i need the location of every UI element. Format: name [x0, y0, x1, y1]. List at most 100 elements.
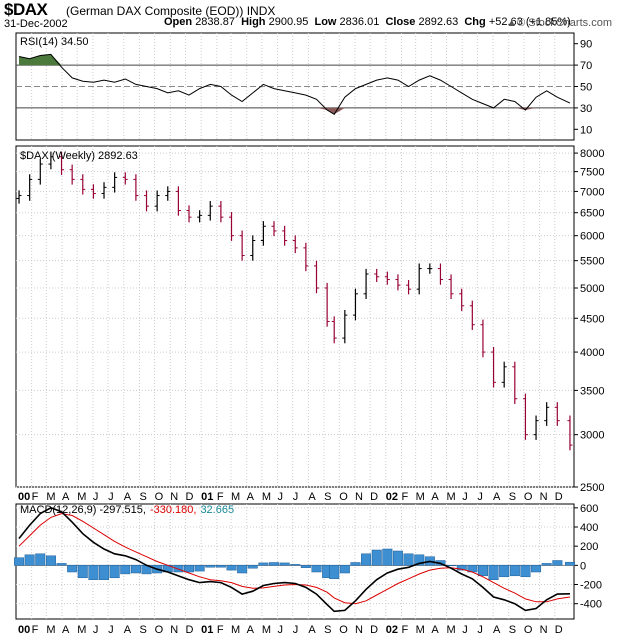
- macd-histogram-bar: [564, 561, 575, 566]
- price-bar: [207, 201, 213, 221]
- close-value: 2892.63: [418, 16, 459, 28]
- price-bar: [175, 186, 181, 216]
- price-bar: [260, 221, 266, 246]
- macd-histogram-bar: [403, 553, 414, 566]
- x-tick-label: A: [493, 491, 501, 503]
- price-bar: [406, 280, 412, 295]
- watermark-text: © StockCharts.com: [517, 17, 612, 29]
- price-tick-label: 7000: [580, 186, 604, 198]
- price-bar: [469, 300, 475, 330]
- macd-histogram-bar: [88, 565, 99, 580]
- price-bar: [133, 174, 139, 201]
- macd-histogram-bar: [477, 565, 488, 577]
- rsi-legend: RSI(14) 34.50: [20, 36, 88, 48]
- macd-histogram-bar: [67, 565, 78, 573]
- price-bar: [292, 235, 298, 254]
- macd-histogram-bar: [552, 560, 563, 566]
- x-tick-label: O: [155, 491, 164, 503]
- rsi-legend-part: RSI(14) 34.50: [20, 36, 88, 48]
- watermark-arrow-icon: ▲: [506, 17, 518, 29]
- x-tick-label: N: [355, 624, 363, 636]
- macd-histogram-bar: [130, 565, 141, 574]
- x-tick-label: M: [46, 624, 55, 636]
- x-tick-label: J: [293, 491, 299, 503]
- x-tick-label: A: [431, 491, 439, 503]
- x-tick-label: M: [262, 491, 271, 503]
- price-legend: $DAX (Weekly) 2892.63: [20, 150, 138, 162]
- x-tick-label: J: [462, 491, 468, 503]
- macd-histogram-bar: [45, 555, 56, 566]
- price-tick-label: 2500: [580, 482, 604, 494]
- macd-histogram-bar: [77, 565, 88, 579]
- price-bar: [480, 319, 486, 358]
- exchange-label: INDX: [246, 4, 276, 18]
- chg-value: +52.63 (+1.85%): [488, 16, 571, 28]
- rsi-tick-label: 90: [580, 39, 592, 51]
- macd-tick-label: 600: [580, 503, 598, 515]
- macd-legend-part: 32.665: [200, 504, 234, 516]
- x-tick-label: A: [493, 624, 501, 636]
- macd-panel: -400 -200 0 200 400 600 MACD(12,26,9) -297.515…: [14, 503, 602, 620]
- price-bar: [154, 190, 160, 212]
- open-value: 2838.87: [195, 16, 235, 28]
- macd-histogram-bar: [205, 565, 216, 568]
- macd-histogram-bar: [109, 565, 120, 579]
- price-bar: [271, 221, 277, 237]
- x-tick-label: J: [108, 624, 114, 636]
- price-tick-label: 6500: [580, 208, 604, 220]
- price-bar: [16, 190, 22, 204]
- x-tick-label: S: [139, 491, 146, 503]
- x-tick-label: J: [278, 491, 284, 503]
- x-tick-label: A: [308, 624, 316, 636]
- x-tick-label: F: [217, 624, 224, 636]
- x-tick-label: 01: [201, 624, 213, 636]
- high-label: High: [241, 16, 266, 28]
- price-bar: [512, 361, 518, 404]
- macd-histogram-bar: [361, 553, 372, 566]
- macd-histogram-bar: [531, 565, 542, 573]
- x-tick-label: A: [62, 491, 70, 503]
- macd-line: [18, 506, 571, 613]
- price-tick-label: 8000: [580, 148, 604, 160]
- x-tick-label: O: [524, 491, 533, 503]
- x-tick-label: M: [46, 491, 55, 503]
- open-label: Open: [164, 16, 193, 28]
- x-tick-label: N: [540, 491, 548, 503]
- macd-histogram-bar: [329, 565, 340, 579]
- macd-histogram-bar: [456, 565, 467, 571]
- x-tick-label: A: [247, 491, 255, 503]
- macd-histogram-bar: [35, 553, 46, 566]
- macd-histogram-bar: [269, 562, 280, 566]
- price-tick-label: 7500: [580, 167, 604, 179]
- price-bar: [250, 235, 256, 261]
- macd-legend-part: -330.180,: [150, 504, 196, 516]
- price-legend-part: $DAX (Weekly) 2892.63: [20, 150, 138, 162]
- macd-histogram-bar: [499, 565, 510, 578]
- x-tick-label: S: [509, 491, 516, 503]
- close-label: Close: [385, 16, 416, 28]
- price-bar: [459, 288, 465, 311]
- price-tick-label: 5000: [580, 283, 604, 295]
- price-bar: [533, 415, 539, 440]
- quote-date: 31-Dec-2002: [4, 18, 68, 30]
- macd-histogram-bar: [290, 564, 301, 566]
- x-tick-label: O: [339, 624, 348, 636]
- macd-tick-label: -400: [580, 599, 602, 611]
- x-tick-label: F: [401, 624, 408, 636]
- x-tick-label: A: [124, 491, 132, 503]
- price-bar: [567, 415, 573, 451]
- price-bar: [229, 212, 235, 241]
- macd-histogram-bar: [382, 548, 393, 566]
- macd-histogram-bar: [24, 554, 35, 566]
- macd-histogram-bar: [184, 565, 195, 573]
- macd-histogram-bar: [446, 565, 457, 567]
- x-tick-label: M: [231, 491, 240, 503]
- price-bar: [197, 210, 203, 223]
- x-tick-label: F: [217, 491, 224, 503]
- x-tick-label: F: [32, 624, 39, 636]
- rsi-tick-label: 10: [580, 124, 592, 136]
- macd-histogram-bar: [247, 565, 258, 569]
- price-bar: [80, 174, 86, 195]
- x-tick-label: 01: [201, 491, 213, 503]
